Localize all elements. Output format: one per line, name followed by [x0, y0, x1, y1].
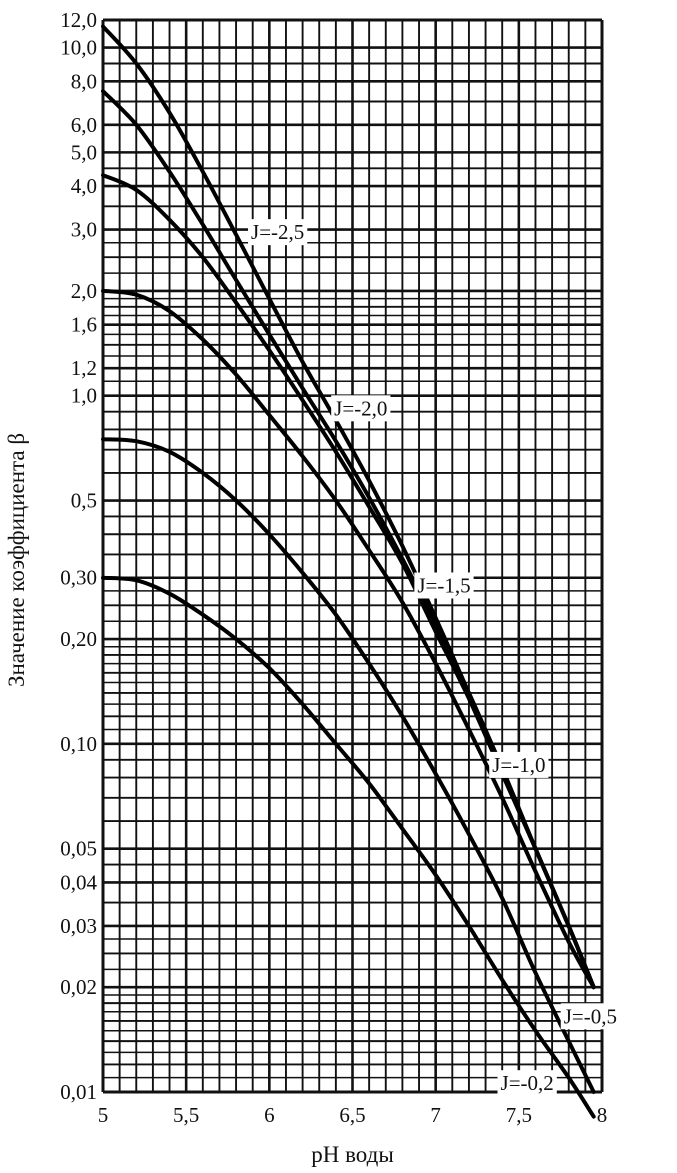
y-tick-label: 10,0 [60, 36, 97, 60]
y-tick-label: 0,01 [60, 1080, 97, 1104]
y-tick-label: 0,04 [60, 870, 97, 894]
x-tick-label: 5 [98, 1103, 109, 1127]
y-tick-label: 0,03 [60, 914, 97, 938]
x-tick-label: 7,5 [506, 1103, 532, 1127]
x-tick-label: 6,5 [339, 1103, 365, 1127]
series-line-3 [101, 288, 596, 990]
curve-label-text: J=-1,5 [417, 574, 470, 598]
curve-label-bg [489, 751, 549, 778]
y-tick-label: 0,20 [60, 627, 97, 651]
y-tick-label: 2,0 [71, 279, 97, 303]
x-tick-labels: 5 5,5 6 6,5 7 7,5 8 [98, 1103, 608, 1127]
y-axis-title: Значение коэффициента β [4, 433, 29, 687]
curve-label-text: J=-1,0 [492, 753, 545, 777]
curve-label-bg [414, 572, 474, 599]
curve-label-bg [560, 1003, 620, 1030]
curve-label-bg [248, 219, 308, 246]
curve-label-1: J=-2,0 [331, 395, 391, 422]
curve-label-4: J=-0,5 [560, 1003, 620, 1030]
y-tick-label: 1,6 [71, 313, 97, 337]
y-tick-label: 3,0 [71, 218, 97, 242]
y-tick-label: 6,0 [71, 113, 97, 137]
curve-label-5: J=-0,2 [497, 1070, 557, 1097]
curve-label-bg [331, 395, 391, 422]
curve-labels: J=-2,5 J=-2,0 J=-1,5 J=-1,0 J=-0,5 J=-0,2 [248, 219, 620, 1097]
y-tick-label: 0,5 [71, 489, 97, 513]
series-line-5 [101, 575, 596, 1119]
y-tick-label: 8,0 [71, 69, 97, 93]
curve-label-0: J=-2,5 [248, 219, 308, 246]
y-tick-label: 1,0 [71, 384, 97, 408]
curve-label-3: J=-1,0 [489, 751, 549, 778]
curve-label-2: J=-1,5 [414, 572, 474, 599]
x-tick-label: 7 [430, 1103, 441, 1127]
curve-label-text: J=-0,2 [501, 1071, 554, 1095]
curve-label-text: J=-2,0 [334, 396, 387, 420]
y-tick-label: 0,02 [60, 975, 97, 999]
series-line-2 [101, 173, 596, 990]
y-tick-label: 5,0 [71, 140, 97, 164]
curve-label-text: J=-0,5 [564, 1004, 617, 1028]
y-tick-label: 4,0 [71, 174, 97, 198]
grid [101, 18, 604, 1094]
y-tick-label: 0,30 [60, 566, 97, 590]
x-tick-label: 8 [597, 1103, 608, 1127]
curve-label-bg [497, 1070, 557, 1097]
curves [101, 24, 596, 1119]
curve-label-text: J=-2,5 [251, 220, 304, 244]
x-axis-title: pH воды [311, 1142, 394, 1167]
y-tick-label: 0,10 [60, 732, 97, 756]
y-tick-label: 1,2 [71, 356, 97, 380]
y-tick-label: 0,05 [60, 837, 97, 861]
y-tick-label: 12,0 [60, 8, 97, 32]
x-tick-label: 5,5 [173, 1103, 199, 1127]
y-tick-labels: 0,01 0,02 0,03 0,04 0,05 0,10 0,20 0,30 0,5 1,0 1,… [60, 8, 97, 1104]
x-tick-label: 6 [264, 1103, 275, 1127]
series-line-4 [101, 437, 596, 1094]
